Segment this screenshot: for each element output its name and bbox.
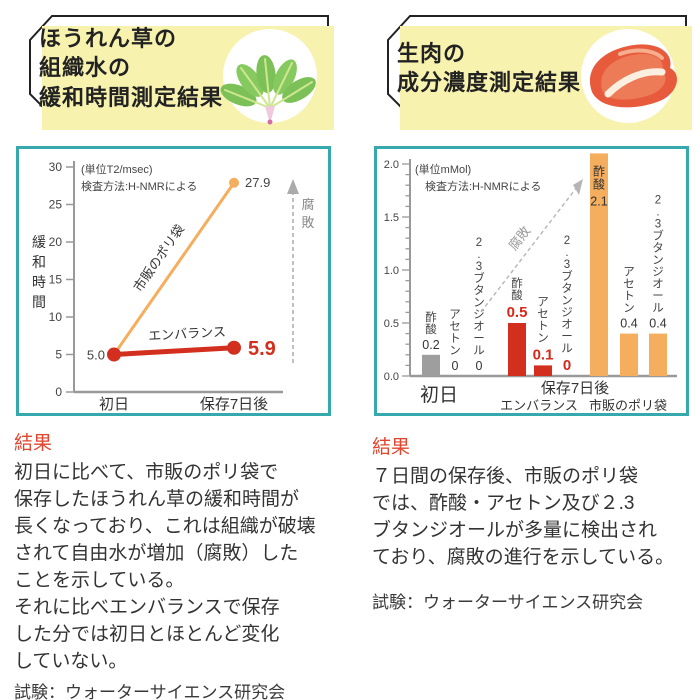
y-tick-label: 5 xyxy=(55,348,62,362)
x-category-label: 保存7日後 xyxy=(200,396,268,413)
group-label-day1: 初日 xyxy=(420,384,458,406)
series-name-label: エンバランス xyxy=(148,324,226,343)
bar-アセトン xyxy=(534,365,552,376)
right-chart-title: 生肉の 成分濃度測定結果 xyxy=(397,41,582,96)
end-point xyxy=(229,177,239,188)
bar-value-label: 0 xyxy=(563,357,571,374)
y-tick-label: 1.5 xyxy=(384,212,399,224)
right-result-block: 結果 ７日間の保存後、市販のポリ袋 では、酢酸・アセトン及び２.3 ブタンジオー… xyxy=(372,432,700,613)
y-tick-label: 2.0 xyxy=(384,159,399,171)
y-tick-label: 20 xyxy=(49,235,63,249)
start-value-label: 5.0 xyxy=(87,348,105,363)
bar-name-label: アセトン xyxy=(449,309,461,357)
series-name-label: 市販のポリ袋 xyxy=(130,222,187,295)
y-tick-label: 0 xyxy=(55,385,62,399)
y-tick-label: 0.5 xyxy=(384,318,399,330)
bar-name-label: 2. 3 ブタンジオール xyxy=(652,195,664,315)
bar-name-label: 酢酸 xyxy=(425,310,437,336)
end-point xyxy=(227,340,241,355)
group-label-polybag: 市販のポリ袋 xyxy=(589,398,667,413)
bar-name-label: 2. 3 ブタンジオール xyxy=(561,235,573,355)
relaxation-line-chart: 0 5 10 15 20 25 30 緩和時間 (単位T2/msec) 検査方法:H-NMRによる… xyxy=(32,160,315,413)
series-line-0 xyxy=(112,181,236,356)
decay-arrow-line xyxy=(480,186,578,313)
y-tick-label: 25 xyxy=(49,198,63,212)
y-tick-label: 0.0 xyxy=(384,371,399,383)
unit-note: (単位mMol) xyxy=(415,162,471,176)
right-bubble-graphic xyxy=(387,15,692,130)
meat-icon xyxy=(589,44,677,108)
y-axis-label: 緩和時間 xyxy=(32,234,46,310)
decay-arrow-label: 腐敗 xyxy=(301,197,314,230)
bar-value-label: 0.4 xyxy=(620,317,637,331)
right-result-heading: 結果 xyxy=(372,437,411,458)
bar-name-label: 2. 3 ブタンジオール xyxy=(473,237,485,357)
y-tick-label: 1.0 xyxy=(384,265,399,277)
concentration-bar-chart: 0.0 0.5 1.0 1.5 2.0 (単位mMol) 検査方法:H-NMRによる 0.2 酢… xyxy=(384,153,677,413)
bar-酢酸 xyxy=(590,153,608,376)
left-result-heading: 結果 xyxy=(14,433,53,454)
bar-name-label: アセトン xyxy=(623,267,635,315)
bar-value-label: 0.4 xyxy=(649,317,666,331)
bar-value-label: 0.5 xyxy=(507,304,528,321)
left-chart-title: ほうれん草の 組織水の 緩和時間測定結果 xyxy=(39,26,224,110)
group-label-emballance: エンバランス xyxy=(500,398,578,413)
bar-酢酸 xyxy=(422,354,440,376)
method-note: 検査方法:H-NMRによる xyxy=(425,179,541,193)
bar-name-label: 酢酸 xyxy=(593,163,605,191)
y-tick-label: 10 xyxy=(49,310,63,324)
right-test-note: 試験：ウォーターサイエンス研究会 xyxy=(372,593,644,612)
concentration-chart-box: 0.0 0.5 1.0 1.5 2.0 (単位mMol) 検査方法:H-NMRによる 0.2 酢… xyxy=(374,146,689,416)
left-result-body: 初日に比べて、市販のポリ袋で 保存したほうれん草の緩和時間が 長くなっており、こ… xyxy=(14,462,316,672)
spinach-icon xyxy=(220,55,316,125)
bar-value-label: 0.1 xyxy=(533,346,554,363)
end-value-label: 5.9 xyxy=(248,338,276,360)
end-value-label: 27.9 xyxy=(245,175,270,190)
x-category-label: 初日 xyxy=(99,396,129,413)
y-tick-label: 30 xyxy=(49,160,63,174)
left-test-note: 試験：ウォーターサイエンス研究会 xyxy=(14,683,286,700)
bar-value-label: 0.2 xyxy=(422,338,439,352)
left-bubble-graphic xyxy=(29,15,334,130)
right-result-body: ７日間の保存後、市販のポリ袋 では、酢酸・アセトン及び２.3 ブタンジオールが多… xyxy=(372,466,675,568)
relaxation-time-chart-box: 0 5 10 15 20 25 30 緩和時間 (単位T2/msec) 検査方法:H-NMRによる… xyxy=(16,146,331,416)
decay-arrow-head xyxy=(287,179,299,194)
y-tick-label: 15 xyxy=(49,273,63,287)
start-point xyxy=(107,347,121,362)
decay-arrow-head xyxy=(573,179,583,195)
bar-value-label: 0 xyxy=(452,359,459,373)
bar-2.3ブタンジオール xyxy=(649,333,667,376)
bar-value-label: 0 xyxy=(476,359,483,373)
left-result-block: 結果 初日に比べて、市販のポリ袋で 保存したほうれん草の緩和時間が 長くなってお… xyxy=(14,428,344,700)
series-line-1 xyxy=(111,345,237,357)
bar-アセトン xyxy=(620,333,638,376)
left-header-bubble: ほうれん草の 組織水の 緩和時間測定結果 xyxy=(12,8,342,148)
bar-value-label: 2.1 xyxy=(590,194,607,208)
unit-note: (単位T2/msec) xyxy=(81,162,153,176)
storage-period-label: 保存7日後 xyxy=(541,380,609,397)
right-header-bubble: 生肉の 成分濃度測定結果 xyxy=(370,8,700,148)
method-note: 検査方法:H-NMRによる xyxy=(81,179,197,193)
bar-name-label: アセトン xyxy=(537,296,549,344)
bar-酢酸 xyxy=(508,323,526,376)
bar-name-label: 酢酸 xyxy=(511,276,523,302)
